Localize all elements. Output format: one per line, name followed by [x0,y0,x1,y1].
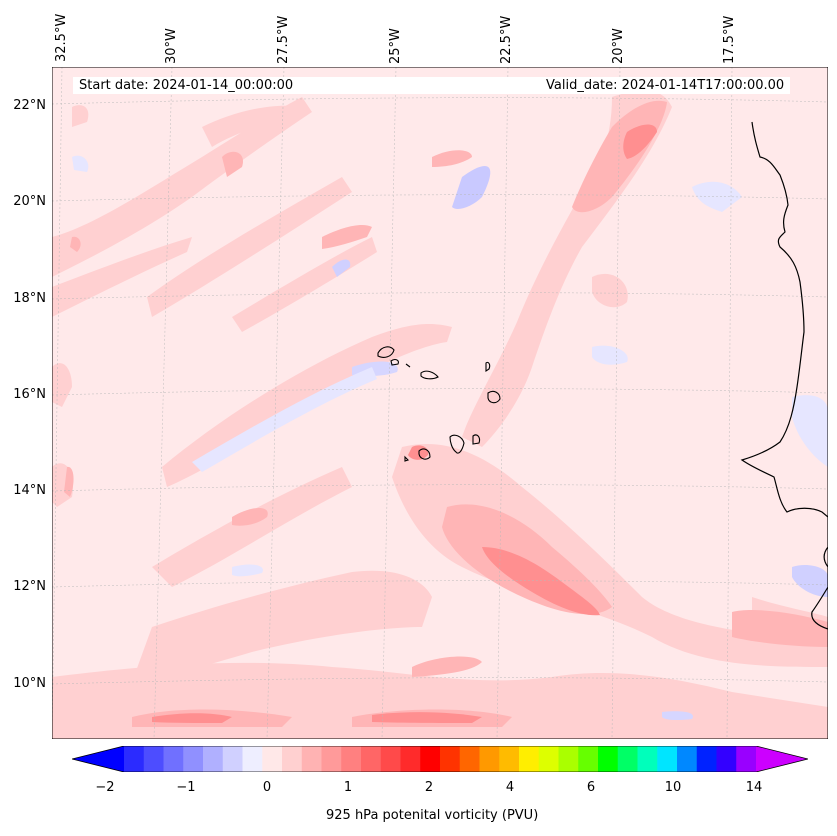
cb-tick-10: 10 [664,780,682,795]
colorbar-swatch [321,746,342,772]
colorbar-swatch [203,746,224,772]
lon-label-22.5w: 22.5°W [499,15,514,64]
cb-tick-4: 4 [505,780,515,795]
colorbar-swatch [499,746,520,772]
colorbar-swatches [72,746,808,772]
colorbar-swatch [380,746,402,772]
cb-tick-1: 1 [343,780,353,795]
colorbar-swatch [183,746,204,772]
colorbar-swatch [519,746,540,772]
lat-label-14n: 14°N [13,483,46,498]
colorbar-swatch [479,746,500,772]
colorbar-swatch [282,746,303,772]
lon-label-25w: 25°W [388,28,403,64]
colorbar-title: 925 hPa potenital vorticity (PVU) [326,808,539,823]
colorbar-swatch [736,746,757,772]
graticule [52,67,828,739]
colorbar-swatch [716,746,737,772]
lon-label-30w: 30°W [164,28,179,64]
pv-contours-strong [152,124,657,723]
colorbar-swatch [657,746,678,772]
pv-contours-negative [72,155,828,721]
lon-label-20w: 20°W [611,28,626,64]
potential-vorticity-map [52,67,828,739]
colorbar-over-arrow [756,746,808,772]
lat-label-16n: 16°N [13,387,46,402]
colorbar-swatch [420,746,441,772]
lat-label-20n: 20°N [13,194,46,209]
lon-label-27.5w: 27.5°W [276,15,291,64]
cb-tick-0: 0 [262,780,272,795]
valid-date-label: Valid_date: 2024-01-14T17:00:00.00 [540,77,791,94]
lat-label-18n: 18°N [13,291,46,306]
lat-label-12n: 12°N [13,579,46,594]
colorbar-swatch [301,746,323,772]
lat-label-10n: 10°N [13,676,46,691]
colorbar-under-arrow [72,746,124,772]
colorbar-swatch [696,746,718,772]
cb-tick-2: 2 [424,780,434,795]
colorbar-swatch [598,746,619,772]
start-date-label: Start date: 2024-01-14_00:00:00 [73,77,547,94]
lon-label-17.5w: 17.5°W [722,15,737,64]
colorbar-swatch [578,746,599,772]
colorbar [72,746,808,772]
lat-label-22n: 22°N [13,98,46,113]
colorbar-swatch [341,746,362,772]
cb-tick-6: 6 [586,780,596,795]
cb-tick-neg1: −1 [176,780,196,795]
colorbar-swatch [538,746,560,772]
colorbar-swatch [124,746,145,772]
cb-tick-14: 14 [745,780,763,795]
colorbar-swatch [262,746,283,772]
colorbar-swatch [617,746,639,772]
map-panel: Start date: 2024-01-14_00:00:00 Valid_da… [52,67,828,739]
colorbar-swatch [163,746,184,772]
lon-label-32.5w: 32.5°W [54,13,69,62]
colorbar-swatch [459,746,481,772]
colorbar-swatch [143,746,165,772]
colorbar-swatch [440,746,461,772]
colorbar-swatch [222,746,244,772]
cb-tick-neg2: −2 [95,780,115,795]
colorbar-swatch [361,746,382,772]
colorbar-swatch [677,746,698,772]
cape-verde-islands-icon [377,346,501,462]
colorbar-swatch [558,746,579,772]
colorbar-swatch [400,746,421,772]
pv-contours-medium [64,100,828,727]
coastline-icon [740,121,828,630]
colorbar-swatch [637,746,658,772]
colorbar-swatch [242,746,263,772]
